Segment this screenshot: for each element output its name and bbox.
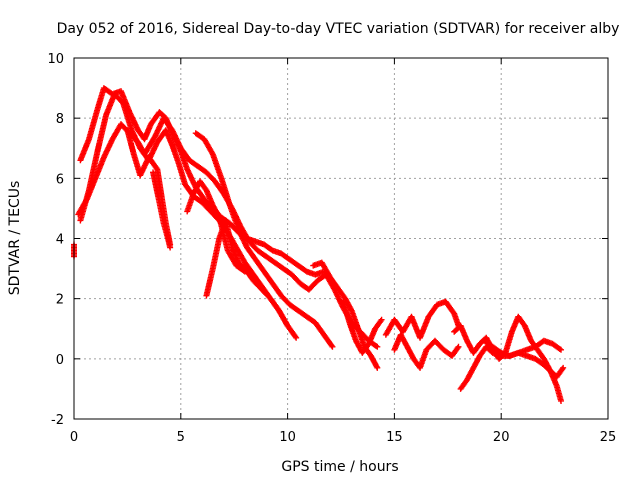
data-point [241,268,248,275]
data-point [240,267,247,274]
data-point [560,364,567,371]
y-tick-label: 2 [56,293,64,308]
y-tick-label: 4 [56,233,64,248]
x-tick-label: 5 [177,430,185,445]
y-tick-label: 6 [56,172,64,187]
x-axis-label: GPS time / hours [281,459,398,475]
x-tick-label: 20 [493,430,510,445]
data-point [167,244,174,251]
data-point [558,397,565,404]
axis-ticks: 0 5 10 15 20 25 -2 0 2 4 6 8 10 [47,52,616,445]
data-point [153,165,160,172]
data-point [558,346,565,353]
y-tick-label: 10 [47,52,64,67]
data-point [373,342,380,349]
data-point [455,343,462,350]
x-tick-label: 10 [279,430,296,445]
data-point [293,334,300,341]
y-tick-label: 0 [56,353,64,368]
data-point [556,345,563,352]
data-point [328,342,335,349]
data-point [377,318,384,325]
x-tick-label: 15 [386,430,403,445]
y-tick-label: -2 [51,413,64,428]
data-point [284,322,291,329]
data-point [378,316,385,323]
y-axis-label: SDTVAR / TECUs [7,181,23,296]
data-point [374,343,381,350]
grid [74,58,608,419]
data-point [454,345,461,352]
x-tick-label: 25 [600,430,617,445]
data-point [559,366,566,373]
x-tick-label: 0 [70,430,78,445]
data-point [329,343,336,350]
data-point [292,333,299,340]
chart-title: Day 052 of 2016, Sidereal Day-to-day VTE… [57,21,620,37]
y-tick-label: 8 [56,112,64,127]
data-point [374,364,381,371]
data-points [71,85,567,404]
